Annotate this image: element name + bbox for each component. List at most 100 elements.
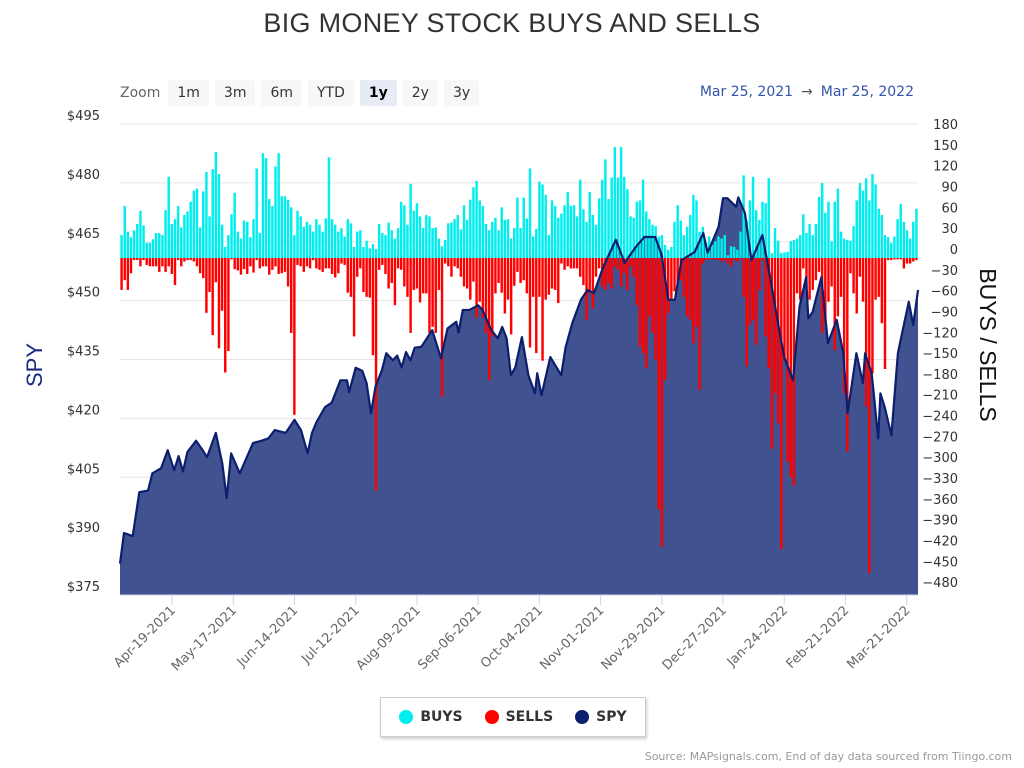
sells-bar xyxy=(638,258,642,347)
legend-item-spy[interactable]: SPY xyxy=(575,709,627,725)
sells-bar xyxy=(896,258,899,260)
zoom-3m-button[interactable]: 3m xyxy=(214,80,256,106)
buys-bar xyxy=(126,231,130,258)
sells-bar xyxy=(547,258,551,295)
sells-bar xyxy=(136,258,139,261)
buys-bar xyxy=(827,201,830,258)
sells-bar xyxy=(359,258,362,269)
sells-bar xyxy=(324,258,328,269)
buys-bar xyxy=(340,228,343,258)
buys-bar xyxy=(258,233,262,258)
buys-bar xyxy=(579,179,582,258)
x-tick-label: Sep-06-2021 xyxy=(415,603,485,673)
buys-bar xyxy=(208,216,211,258)
x-tick-label: Jun-14-2021 xyxy=(234,603,301,670)
sells-bar xyxy=(120,258,123,290)
zoom-6m-button[interactable]: 6m xyxy=(261,80,302,106)
buys-bar xyxy=(861,190,865,258)
sells-bar xyxy=(148,258,152,267)
buys-bar xyxy=(780,253,783,258)
zoom-3y-button[interactable]: 3y xyxy=(443,80,480,106)
buys-bar xyxy=(453,219,456,258)
sells-bar xyxy=(465,258,469,289)
legend-item-sells[interactable]: SELLS xyxy=(484,709,554,725)
y-left-tick-label: $435 xyxy=(67,345,100,360)
buys-bar xyxy=(591,214,595,258)
buys-bar xyxy=(403,205,406,258)
y-right-tick-label: −420 xyxy=(922,534,958,549)
buys-bar xyxy=(170,223,174,258)
x-tick-label: Jan-24-2022 xyxy=(724,603,791,670)
zoom-ytd-button[interactable]: YTD xyxy=(308,80,354,106)
sells-bar xyxy=(296,258,299,265)
sells-bar xyxy=(409,258,412,333)
buys-bar xyxy=(318,224,321,258)
x-tick-label: Dec-27-2021 xyxy=(660,603,730,673)
sells-bar xyxy=(883,258,887,370)
buys-bar xyxy=(362,246,365,258)
sells-bar xyxy=(654,258,657,361)
sells-bar xyxy=(421,258,425,294)
sells-bar xyxy=(836,258,840,317)
sells-bar xyxy=(864,258,868,407)
sells-bar xyxy=(877,258,880,297)
buys-bar xyxy=(830,241,833,258)
buys-bar xyxy=(767,178,770,258)
buys-bar xyxy=(663,244,667,258)
sells-bar xyxy=(192,258,196,262)
buys-bar xyxy=(409,183,412,258)
zoom-2y-button[interactable]: 2y xyxy=(402,80,438,106)
buys-bar xyxy=(695,200,698,258)
buys-bar xyxy=(412,210,415,258)
buys-bar xyxy=(541,184,544,258)
sells-bar xyxy=(352,258,356,337)
buys-bar xyxy=(475,180,478,258)
sells-bar xyxy=(839,258,843,297)
zoom-1m-button[interactable]: 1m xyxy=(168,80,209,106)
y-left-tick-label: $390 xyxy=(67,521,100,536)
range-to-input[interactable]: Mar 25, 2022 xyxy=(820,84,914,100)
zoom-1y-button[interactable]: 1y xyxy=(359,80,397,106)
sells-bar xyxy=(786,258,789,463)
buys-bar xyxy=(519,228,522,258)
buys-bar xyxy=(230,214,233,258)
sells-bar xyxy=(902,258,906,269)
buys-bar xyxy=(233,192,236,258)
y-right-tick-label: −480 xyxy=(922,576,958,591)
legend-item-buys[interactable]: BUYS xyxy=(399,709,463,725)
sells-bar xyxy=(242,258,246,270)
legend-label-sells: SELLS xyxy=(505,709,554,725)
sells-bar xyxy=(912,258,915,262)
sells-bar xyxy=(817,258,821,272)
sells-bar xyxy=(645,258,648,369)
sells-bar xyxy=(692,258,695,344)
y-left-tick-label: $420 xyxy=(67,403,100,418)
buys-bar xyxy=(871,174,874,258)
sells-bar xyxy=(214,258,218,283)
sells-bar xyxy=(154,258,158,267)
y-left-tick-label: $405 xyxy=(67,462,100,477)
sells-bar xyxy=(871,258,874,374)
buys-bar xyxy=(484,223,488,258)
buys-bar xyxy=(434,227,437,258)
buys-bar xyxy=(676,205,679,258)
buys-bar xyxy=(783,252,786,258)
sells-bar xyxy=(472,258,475,282)
sells-bar xyxy=(579,258,582,277)
buys-bar xyxy=(186,211,189,258)
buys-bar xyxy=(717,236,720,258)
buys-bar xyxy=(180,227,183,258)
buys-bar xyxy=(158,233,161,258)
buys-bar xyxy=(704,242,708,258)
sells-bar xyxy=(233,258,236,270)
buys-bar xyxy=(246,221,249,258)
buys-bar xyxy=(393,238,397,258)
buys-bar xyxy=(377,223,381,258)
sells-bar xyxy=(202,258,205,279)
buys-bar xyxy=(839,231,843,258)
sells-bar xyxy=(626,258,629,290)
buys-bar xyxy=(513,228,516,258)
range-from-input[interactable]: Mar 25, 2021 xyxy=(699,84,794,100)
sells-bar xyxy=(497,258,500,283)
